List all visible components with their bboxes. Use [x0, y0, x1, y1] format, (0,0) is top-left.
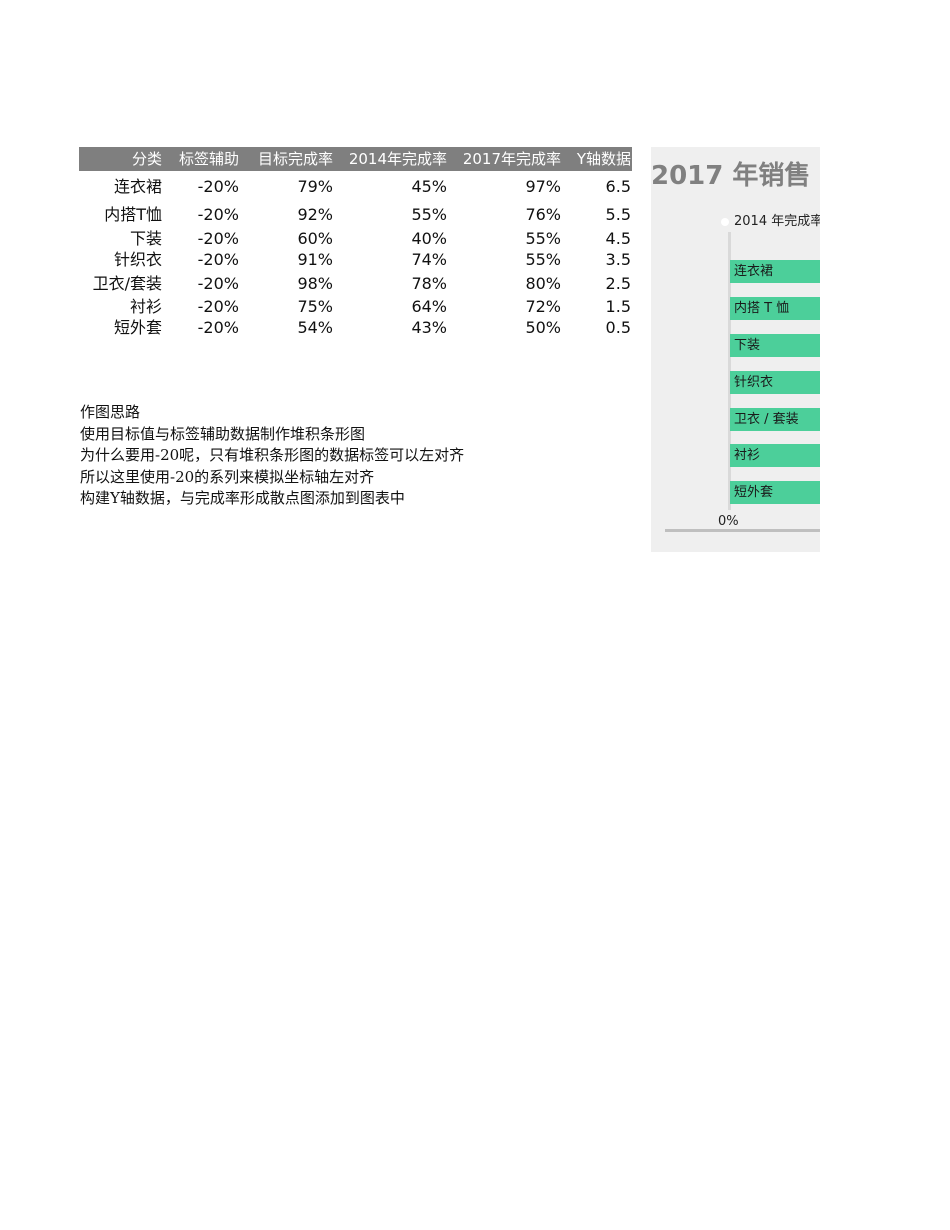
notes-line: 使用目标值与标签辅助数据制作堆积条形图 [80, 424, 366, 443]
cell: -20% [197, 297, 239, 316]
cell: 79% [297, 177, 333, 196]
notes-line: 构建Y轴数据，与完成率形成散点图添加到图表中 [80, 489, 405, 508]
bar-target [730, 371, 820, 394]
cell: 50% [525, 318, 561, 337]
table-row: 衬衫 -20% 75% 64% 72% 1.5 [79, 296, 632, 318]
cell: 45% [411, 177, 447, 196]
table-row: 内搭T恤 -20% 92% 55% 76% 5.5 [79, 204, 632, 226]
chart-area[interactable]: 2017 年销售 2014 年完成率 连衣裙 内搭 T 恤 下装 针织衣 卫衣 … [651, 147, 820, 552]
header-y-axis-data: Y轴数据 [576, 150, 631, 168]
chart-legend: 2014 年完成率 [721, 210, 820, 229]
bar-target [730, 297, 820, 320]
cell: 卫衣/套装 [92, 274, 162, 293]
x-axis-line [665, 529, 820, 532]
cell: 54% [297, 318, 333, 337]
notes-line: 为什么要用-20呢，只有堆积条形图的数据标签可以左对齐 [80, 446, 465, 465]
table-row: 针织衣 -20% 91% 74% 55% 3.5 [79, 249, 632, 271]
bar-target [730, 481, 820, 504]
cell: -20% [197, 229, 239, 248]
bar-label: 针织衣 [734, 375, 774, 390]
cell: -20% [197, 274, 239, 293]
cell: 75% [297, 297, 333, 316]
cell: 74% [411, 250, 447, 269]
bar-target [730, 260, 820, 283]
notes-line: 作图思路 [80, 403, 141, 421]
cell: -20% [197, 318, 239, 337]
notes-line: 所以这里使用-20的系列来模拟坐标轴左对齐 [80, 467, 375, 486]
cell: 下装 [129, 229, 162, 248]
y-axis-line [728, 232, 731, 510]
table-header: 分类 标签辅助 目标完成率 2014年完成率 2017年完成率 Y轴数据 [79, 147, 632, 171]
bar-label: 内搭 T 恤 [734, 301, 790, 316]
header-category: 分类 [131, 150, 162, 168]
bar-label: 衬衫 [734, 448, 761, 463]
header-2017-rate: 2017年完成率 [462, 150, 561, 168]
table-row: 下装 -20% 60% 40% 55% 4.5 [79, 228, 632, 250]
cell: 衬衫 [129, 297, 162, 316]
cell: 76% [525, 205, 561, 224]
cell: 64% [411, 297, 447, 316]
notes: 作图思路 使用目标值与标签辅助数据制作堆积条形图 为什么要用-20呢，只有堆积条… [80, 402, 464, 510]
legend-marker-icon [721, 217, 729, 226]
bar-label: 下装 [734, 338, 761, 353]
cell: 40% [411, 229, 447, 248]
cell: 60% [297, 229, 333, 248]
cell: 4.5 [605, 229, 631, 248]
bar-target [730, 408, 820, 431]
bar-target [730, 444, 820, 467]
cell: 连衣裙 [113, 177, 162, 196]
header-label-helper: 标签辅助 [178, 150, 239, 168]
cell: -20% [197, 177, 239, 196]
header-2014-rate: 2014年完成率 [348, 150, 447, 168]
cell: 92% [297, 205, 333, 224]
cell: 55% [525, 229, 561, 248]
table-row: 短外套 -20% 54% 43% 50% 0.5 [79, 317, 632, 339]
cell: -20% [197, 250, 239, 269]
header-target-rate: 目标完成率 [257, 150, 333, 168]
cell: 0.5 [605, 318, 631, 337]
cell: 55% [411, 205, 447, 224]
cell: 43% [411, 318, 447, 337]
cell: 91% [297, 250, 333, 269]
cell: 针织衣 [113, 250, 162, 269]
cell: 78% [411, 274, 447, 293]
cell: 80% [525, 274, 561, 293]
cell: 6.5 [605, 177, 631, 196]
cell: 98% [297, 274, 333, 293]
cell: 1.5 [605, 297, 631, 316]
bar-label: 连衣裙 [734, 264, 774, 279]
table-row: 连衣裙 -20% 79% 45% 97% 6.5 [79, 176, 632, 198]
cell: -20% [197, 205, 239, 224]
cell: 短外套 [113, 318, 162, 337]
table-row: 卫衣/套装 -20% 98% 78% 80% 2.5 [79, 273, 632, 295]
cell: 55% [525, 250, 561, 269]
bar-label: 短外套 [734, 485, 774, 500]
cell: 3.5 [605, 250, 631, 269]
legend-label: 2014 年完成率 [734, 214, 820, 229]
cell: 2.5 [605, 274, 631, 293]
chart-title: 2017 年销售 [651, 161, 811, 191]
bar-label: 卫衣 / 套装 [734, 412, 799, 427]
cell: 97% [525, 177, 561, 196]
cell: 内搭T恤 [104, 205, 162, 224]
x-axis-tick-label: 0% [718, 514, 739, 529]
cell: 72% [525, 297, 561, 316]
cell: 5.5 [605, 205, 631, 224]
bar-target [730, 334, 820, 357]
